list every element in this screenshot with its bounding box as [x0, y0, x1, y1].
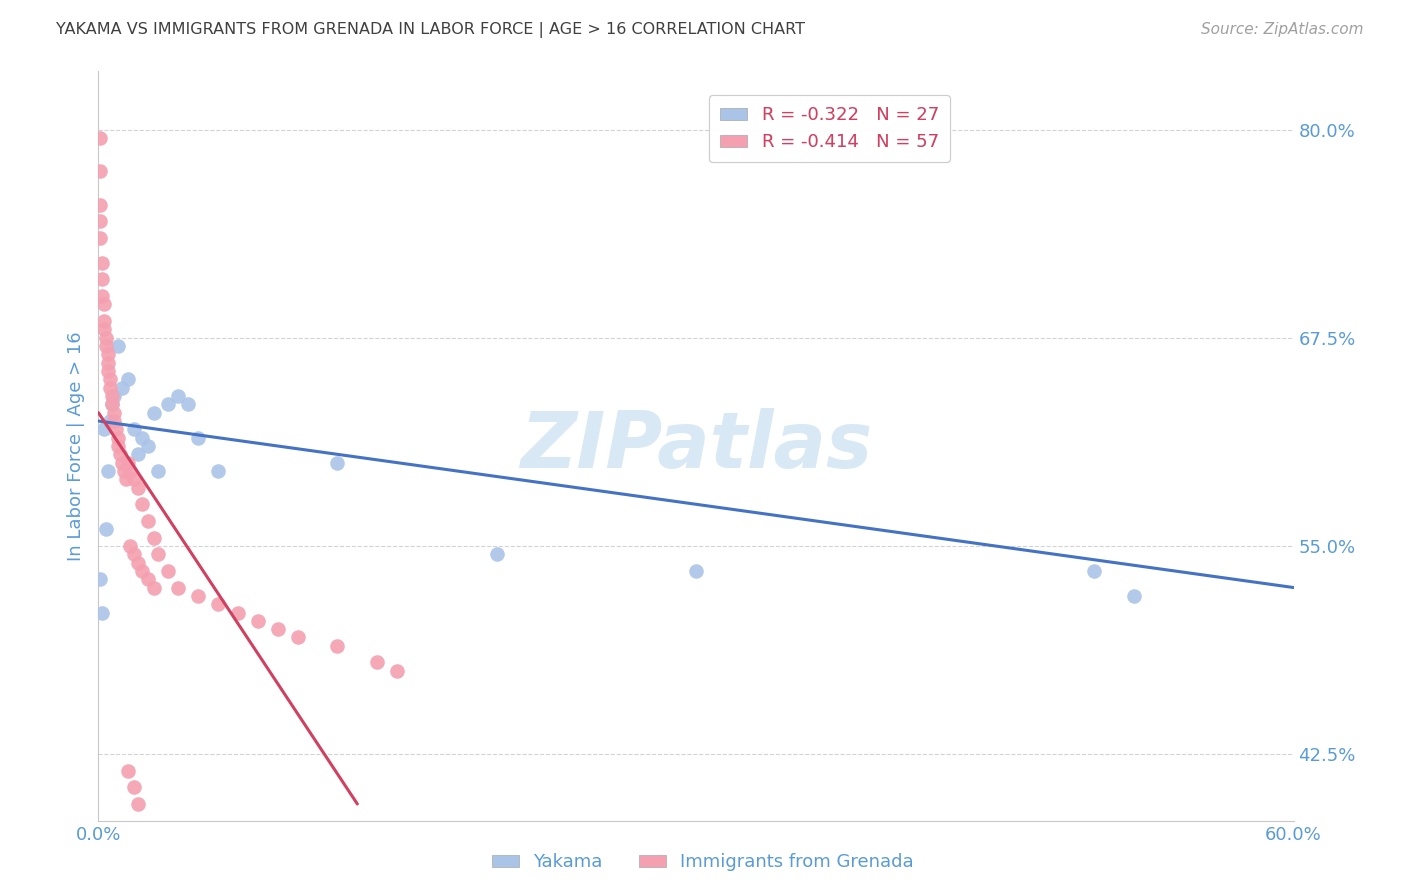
- Point: [1083, 564, 1105, 578]
- Point: [157, 397, 180, 411]
- Point: [287, 631, 309, 645]
- Point: [143, 531, 166, 545]
- Point: [93, 297, 115, 311]
- Point: [326, 639, 349, 653]
- Point: [93, 322, 115, 336]
- Point: [98, 381, 122, 395]
- Point: [96, 339, 118, 353]
- Point: [143, 581, 166, 595]
- Point: [89, 197, 111, 211]
- Point: [1123, 589, 1146, 603]
- Point: [107, 339, 129, 353]
- Point: [97, 364, 120, 378]
- Point: [101, 389, 124, 403]
- Point: [187, 431, 209, 445]
- Y-axis label: In Labor Force | Age > 16: In Labor Force | Age > 16: [66, 331, 84, 561]
- Point: [167, 389, 190, 403]
- Point: [97, 356, 120, 370]
- Point: [685, 564, 707, 578]
- Point: [167, 581, 190, 595]
- Point: [89, 131, 111, 145]
- Point: [187, 589, 209, 603]
- Point: [96, 522, 118, 536]
- Text: YAKAMA VS IMMIGRANTS FROM GRENADA IN LABOR FORCE | AGE > 16 CORRELATION CHART: YAKAMA VS IMMIGRANTS FROM GRENADA IN LAB…: [56, 22, 806, 38]
- Point: [385, 664, 409, 678]
- Point: [117, 372, 139, 386]
- Point: [98, 372, 122, 386]
- Point: [127, 556, 149, 570]
- Point: [207, 597, 229, 611]
- Point: [107, 439, 129, 453]
- Point: [91, 606, 114, 620]
- Point: [366, 656, 388, 670]
- Point: [101, 397, 124, 411]
- Point: [148, 547, 170, 561]
- Point: [91, 272, 114, 286]
- Point: [127, 447, 149, 461]
- Point: [120, 464, 142, 478]
- Point: [115, 472, 138, 486]
- Point: [127, 797, 149, 811]
- Point: [124, 547, 146, 561]
- Point: [91, 289, 114, 303]
- Point: [136, 514, 159, 528]
- Point: [89, 231, 111, 245]
- Legend: Yakama, Immigrants from Grenada: Yakama, Immigrants from Grenada: [485, 847, 921, 879]
- Text: ZIPatlas: ZIPatlas: [520, 408, 872, 484]
- Legend: R = -0.322   N = 27, R = -0.414   N = 57: R = -0.322 N = 27, R = -0.414 N = 57: [710, 95, 950, 162]
- Point: [485, 547, 508, 561]
- Point: [226, 606, 249, 620]
- Point: [93, 422, 115, 436]
- Point: [112, 464, 135, 478]
- Point: [93, 314, 115, 328]
- Point: [101, 397, 124, 411]
- Point: [131, 564, 153, 578]
- Point: [246, 614, 269, 628]
- Point: [326, 456, 349, 470]
- Point: [136, 439, 159, 453]
- Point: [124, 422, 146, 436]
- Point: [120, 539, 142, 553]
- Point: [111, 456, 134, 470]
- Point: [110, 447, 132, 461]
- Point: [124, 780, 146, 795]
- Text: Source: ZipAtlas.com: Source: ZipAtlas.com: [1201, 22, 1364, 37]
- Point: [117, 456, 139, 470]
- Point: [143, 406, 166, 420]
- Point: [89, 164, 111, 178]
- Point: [103, 406, 125, 420]
- Point: [157, 564, 180, 578]
- Point: [148, 464, 170, 478]
- Point: [177, 397, 200, 411]
- Point: [97, 347, 120, 361]
- Point: [89, 214, 111, 228]
- Point: [97, 464, 120, 478]
- Point: [91, 256, 114, 270]
- Point: [103, 414, 125, 428]
- Point: [105, 422, 128, 436]
- Point: [98, 414, 122, 428]
- Point: [103, 389, 125, 403]
- Point: [111, 381, 134, 395]
- Point: [267, 622, 290, 636]
- Point: [127, 481, 149, 495]
- Point: [89, 572, 111, 586]
- Point: [107, 431, 129, 445]
- Point: [207, 464, 229, 478]
- Point: [136, 572, 159, 586]
- Point: [117, 764, 139, 778]
- Point: [131, 431, 153, 445]
- Point: [131, 497, 153, 511]
- Point: [96, 331, 118, 345]
- Point: [124, 472, 146, 486]
